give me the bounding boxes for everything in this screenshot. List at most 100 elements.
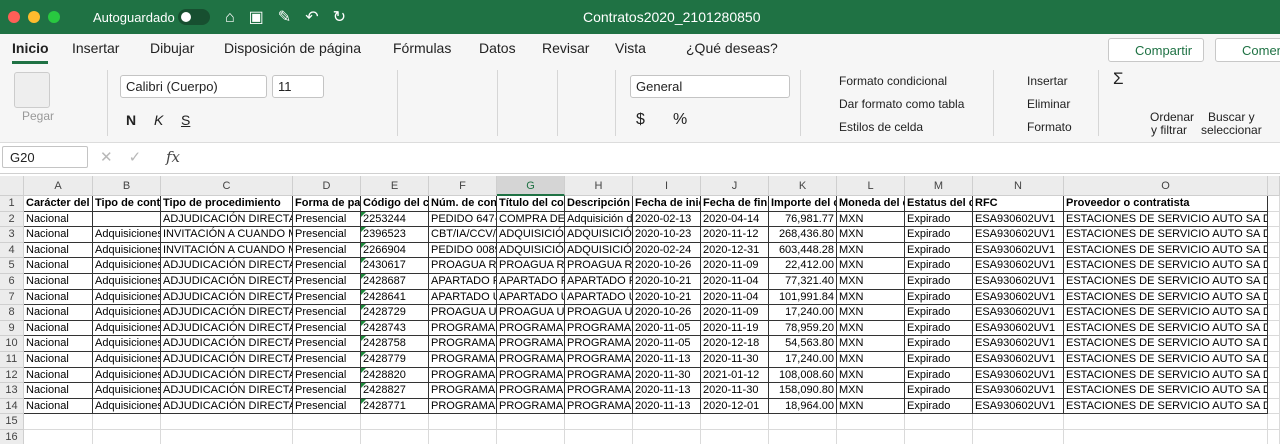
cell[interactable]: 2428687 [361, 274, 429, 290]
row-header[interactable]: 12 [0, 367, 24, 384]
cell[interactable]: Adquisición d [565, 211, 633, 228]
cell[interactable]: PROAGUA URI [429, 305, 497, 321]
cell[interactable]: ESTACIONES DE SERVICIO AUTO SA DE CV [1064, 352, 1268, 368]
cell[interactable]: APARTADO RU [429, 274, 497, 290]
cell[interactable] [565, 414, 633, 430]
cell[interactable]: 2020-11-05 [633, 320, 701, 337]
cell[interactable]: Proveedor o contratista [1064, 196, 1268, 212]
row-header[interactable]: 4 [0, 242, 24, 259]
cell[interactable]: Expirado [905, 274, 973, 290]
cell[interactable]: ESA930602UV1 [973, 320, 1064, 337]
minimize-button[interactable] [28, 11, 40, 23]
cell[interactable]: ESA930602UV1 [973, 258, 1064, 274]
column-header[interactable]: F [429, 176, 497, 196]
cell[interactable]: 17,240.00 [769, 305, 837, 321]
cell[interactable]: ESA930602UV1 [973, 211, 1064, 228]
cell[interactable]: PROGRAMA A [565, 383, 633, 399]
corner-header[interactable] [0, 176, 24, 196]
cell[interactable]: Estatus del co [905, 196, 973, 212]
cell[interactable]: Expirado [905, 336, 973, 352]
cell[interactable]: Expirado [905, 227, 973, 243]
cell[interactable]: Presencial [293, 227, 361, 243]
cell[interactable]: Núm. de cont [429, 196, 497, 212]
cell[interactable]: ESA930602UV1 [973, 274, 1064, 290]
tell-me[interactable]: ¿Qué deseas? [686, 40, 778, 56]
ribbon-insert[interactable]: Insertar [1027, 74, 1068, 88]
cell[interactable]: 2428771 [361, 398, 429, 415]
cell[interactable]: Expirado [905, 258, 973, 274]
quick-access-icons[interactable]: ⌂▣✎↶↻ [225, 9, 360, 26]
cell[interactable]: 101,991.84 [769, 289, 837, 306]
number-format-box[interactable] [630, 75, 790, 98]
cell[interactable]: Forma de part [293, 196, 361, 212]
cell[interactable]: Presencial [293, 367, 361, 384]
cell[interactable]: ESTACIONES DE SERVICIO AUTO SA DE CV [1064, 336, 1268, 352]
cell[interactable]: Expirado [905, 320, 973, 337]
cell[interactable]: 2020-12-18 [701, 336, 769, 352]
share-button[interactable]: Compartir [1108, 38, 1204, 62]
row-header[interactable]: 2 [0, 211, 24, 228]
cell[interactable]: PROAGUA URI [565, 305, 633, 321]
column-header[interactable]: H [565, 176, 633, 196]
cell[interactable]: PROGRAMA P [429, 383, 497, 399]
close-button[interactable] [8, 11, 20, 23]
column-header[interactable]: J [701, 176, 769, 196]
cell[interactable]: ADJUDICACIÓN DIRECTA [161, 352, 293, 368]
ribbon-tab[interactable]: Fórmulas [393, 40, 452, 56]
cell[interactable]: 2428779 [361, 352, 429, 368]
cell[interactable]: Nacional [24, 242, 93, 259]
cell[interactable] [93, 211, 161, 228]
ribbon-tab[interactable]: Datos [479, 40, 516, 56]
cell[interactable]: ESTACIONES DE SERVICIO AUTO SA DE CV [1064, 289, 1268, 306]
cell[interactable]: PROGRAMA P [497, 367, 565, 384]
cell[interactable] [905, 414, 973, 430]
cell[interactable] [633, 414, 701, 430]
cell[interactable]: 2428758 [361, 336, 429, 352]
cell[interactable]: PROGRAMA P [429, 367, 497, 384]
cell[interactable]: ADJUDICACIÓN DIRECTA [161, 274, 293, 290]
cell[interactable]: Expirado [905, 289, 973, 306]
cell[interactable]: 2428827 [361, 383, 429, 399]
name-box[interactable] [2, 146, 88, 168]
cell[interactable] [837, 414, 905, 430]
cell[interactable]: 2428729 [361, 305, 429, 321]
ribbon-bold[interactable]: N [126, 112, 137, 128]
cell[interactable] [429, 430, 497, 444]
cell[interactable]: PROAGUA RU [497, 258, 565, 274]
cell[interactable]: Presencial [293, 336, 361, 352]
cell[interactable]: Expirado [905, 398, 973, 415]
cell[interactable]: 2020-11-04 [701, 289, 769, 306]
cell[interactable]: ESTACIONES DE SERVICIO AUTO SA DE CV [1064, 258, 1268, 274]
cell[interactable]: Presencial [293, 305, 361, 321]
cell[interactable]: Nacional [24, 383, 93, 399]
cell[interactable]: 22,412.00 [769, 258, 837, 274]
cell[interactable]: Nacional [24, 258, 93, 274]
column-header[interactable]: A [24, 176, 93, 196]
cell[interactable] [93, 414, 161, 430]
cell[interactable]: 603,448.28 [769, 242, 837, 259]
cell[interactable]: Presencial [293, 398, 361, 415]
cell[interactable]: Expirado [905, 383, 973, 399]
cell[interactable]: Expirado [905, 367, 973, 384]
cell[interactable]: MXN [837, 383, 905, 399]
cell[interactable] [161, 430, 293, 444]
cell[interactable]: ADQUISICIÓN [497, 242, 565, 259]
cell[interactable]: Adquisiciones [93, 242, 161, 259]
ribbon-sum[interactable]: Σ [1113, 69, 1124, 88]
cell[interactable]: 2020-11-09 [701, 305, 769, 321]
cell[interactable]: Descripción d [565, 196, 633, 212]
cell[interactable]: PROGRAMA P [429, 320, 497, 337]
cell[interactable] [361, 430, 429, 444]
cell[interactable]: 2020-11-09 [701, 258, 769, 274]
cell[interactable]: 2020-11-13 [633, 352, 701, 368]
cell[interactable]: 268,436.80 [769, 227, 837, 243]
cell[interactable] [565, 430, 633, 444]
cell[interactable]: 2020-02-13 [633, 211, 701, 228]
ribbon-sort-1[interactable]: Ordenar [1150, 110, 1195, 124]
ribbon-paste[interactable]: Pegar [22, 109, 55, 123]
cell[interactable]: ESTACIONES DE SERVICIO AUTO SA DE CV [1064, 367, 1268, 384]
column-header[interactable]: I [633, 176, 701, 196]
row-header[interactable]: 8 [0, 305, 24, 321]
cell[interactable]: 2253244 [361, 211, 429, 228]
cell[interactable]: Expirado [905, 242, 973, 259]
